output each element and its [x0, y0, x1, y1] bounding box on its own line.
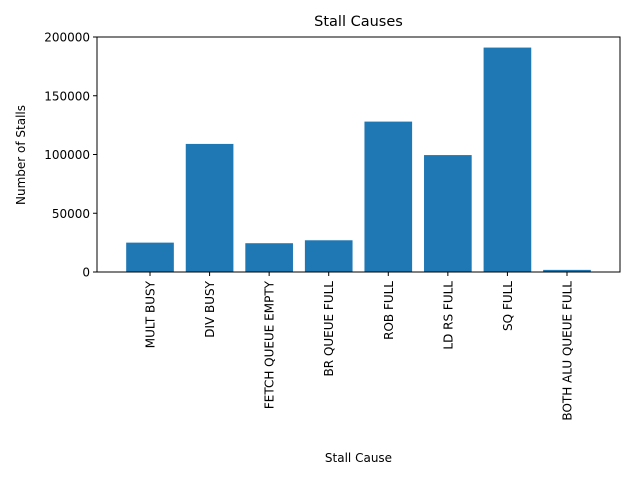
- x-tick-label: DIV BUSY: [203, 280, 217, 337]
- y-axis-label: Number of Stalls: [14, 105, 28, 205]
- bar-both-alu-queue-full: [543, 269, 591, 272]
- x-tick-label: BOTH ALU QUEUE FULL: [560, 281, 574, 421]
- bar-mult-busy: [126, 242, 174, 272]
- y-tick-label: 0: [82, 266, 90, 280]
- bar-sq-full: [483, 47, 532, 273]
- y-tick-label: 100000: [44, 148, 90, 162]
- x-tick-label: MULT BUSY: [144, 280, 158, 348]
- bar-br-queue-full: [304, 240, 353, 272]
- x-axis: MULT BUSY DIV BUSY FETCH QUEUE EMPTY BR QUE…: [144, 272, 574, 421]
- y-axis: 0 50000 100000 150000 200000: [44, 31, 97, 280]
- y-tick-label: 50000: [52, 207, 90, 221]
- plot-frame: [96, 36, 621, 273]
- x-tick-label: LD RS FULL: [441, 281, 455, 350]
- x-tick-label: BR QUEUE FULL: [322, 281, 336, 377]
- x-tick-label: FETCH QUEUE EMPTY: [263, 280, 277, 409]
- x-axis-label: Stall Cause: [325, 451, 392, 465]
- x-tick-label: SQ FULL: [501, 281, 515, 331]
- bar-ld-rs-full: [424, 155, 472, 272]
- y-tick-label: 150000: [44, 89, 90, 103]
- bar-fetch-queue-empty: [245, 243, 293, 272]
- chart-title: Stall Causes: [314, 14, 403, 30]
- bar-rob-full: [364, 121, 413, 272]
- bars-layer: [126, 47, 591, 273]
- x-tick-label: ROB FULL: [382, 281, 396, 340]
- bar-div-busy: [185, 143, 234, 272]
- y-tick-label: 200000: [44, 31, 90, 45]
